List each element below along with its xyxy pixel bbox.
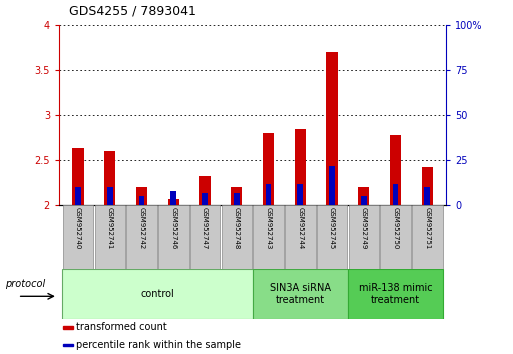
FancyBboxPatch shape — [94, 205, 125, 269]
Bar — [170, 191, 176, 205]
FancyBboxPatch shape — [348, 205, 379, 269]
Bar — [298, 184, 303, 205]
Text: GSM952749: GSM952749 — [361, 207, 367, 250]
FancyBboxPatch shape — [380, 205, 411, 269]
Text: GSM952740: GSM952740 — [75, 207, 81, 250]
Bar — [329, 166, 335, 205]
FancyBboxPatch shape — [190, 205, 220, 269]
Text: SIN3A siRNA
treatment: SIN3A siRNA treatment — [270, 282, 331, 305]
Text: miR-138 mimic
treatment: miR-138 mimic treatment — [359, 282, 432, 305]
Bar — [104, 151, 115, 205]
Bar — [326, 52, 338, 205]
Bar — [294, 129, 306, 205]
FancyBboxPatch shape — [412, 205, 443, 269]
FancyBboxPatch shape — [62, 269, 253, 319]
FancyBboxPatch shape — [348, 269, 443, 319]
Bar — [139, 196, 144, 205]
FancyBboxPatch shape — [222, 205, 252, 269]
Text: GSM952743: GSM952743 — [266, 207, 271, 250]
Bar — [358, 187, 369, 205]
Bar — [63, 344, 72, 346]
Bar — [390, 135, 401, 205]
Text: GSM952750: GSM952750 — [392, 207, 399, 250]
Text: GDS4255 / 7893041: GDS4255 / 7893041 — [69, 5, 196, 18]
FancyBboxPatch shape — [285, 205, 315, 269]
Bar — [63, 326, 72, 329]
Text: transformed count: transformed count — [76, 322, 167, 332]
Text: GSM952742: GSM952742 — [139, 207, 145, 250]
Bar — [424, 187, 430, 205]
Bar — [75, 187, 81, 205]
Text: control: control — [141, 289, 174, 299]
Text: GSM952747: GSM952747 — [202, 207, 208, 250]
Bar — [168, 199, 179, 205]
Bar — [72, 148, 84, 205]
FancyBboxPatch shape — [158, 205, 188, 269]
FancyBboxPatch shape — [253, 205, 284, 269]
Bar — [266, 184, 271, 205]
Bar — [136, 187, 147, 205]
Bar — [231, 187, 242, 205]
Text: GSM952745: GSM952745 — [329, 207, 335, 250]
Bar — [422, 167, 433, 205]
Text: GSM952746: GSM952746 — [170, 207, 176, 250]
FancyBboxPatch shape — [317, 205, 347, 269]
Text: percentile rank within the sample: percentile rank within the sample — [76, 340, 242, 350]
FancyBboxPatch shape — [253, 269, 348, 319]
Bar — [107, 187, 113, 205]
Bar — [263, 133, 274, 205]
FancyBboxPatch shape — [126, 205, 157, 269]
Bar — [200, 176, 211, 205]
Bar — [202, 193, 208, 205]
Text: GSM952741: GSM952741 — [107, 207, 113, 250]
Text: GSM952748: GSM952748 — [234, 207, 240, 250]
Bar — [361, 196, 367, 205]
FancyBboxPatch shape — [63, 205, 93, 269]
Text: GSM952744: GSM952744 — [297, 207, 303, 250]
Text: protocol: protocol — [5, 279, 45, 289]
Text: GSM952751: GSM952751 — [424, 207, 430, 250]
Bar — [392, 184, 399, 205]
Bar — [234, 193, 240, 205]
